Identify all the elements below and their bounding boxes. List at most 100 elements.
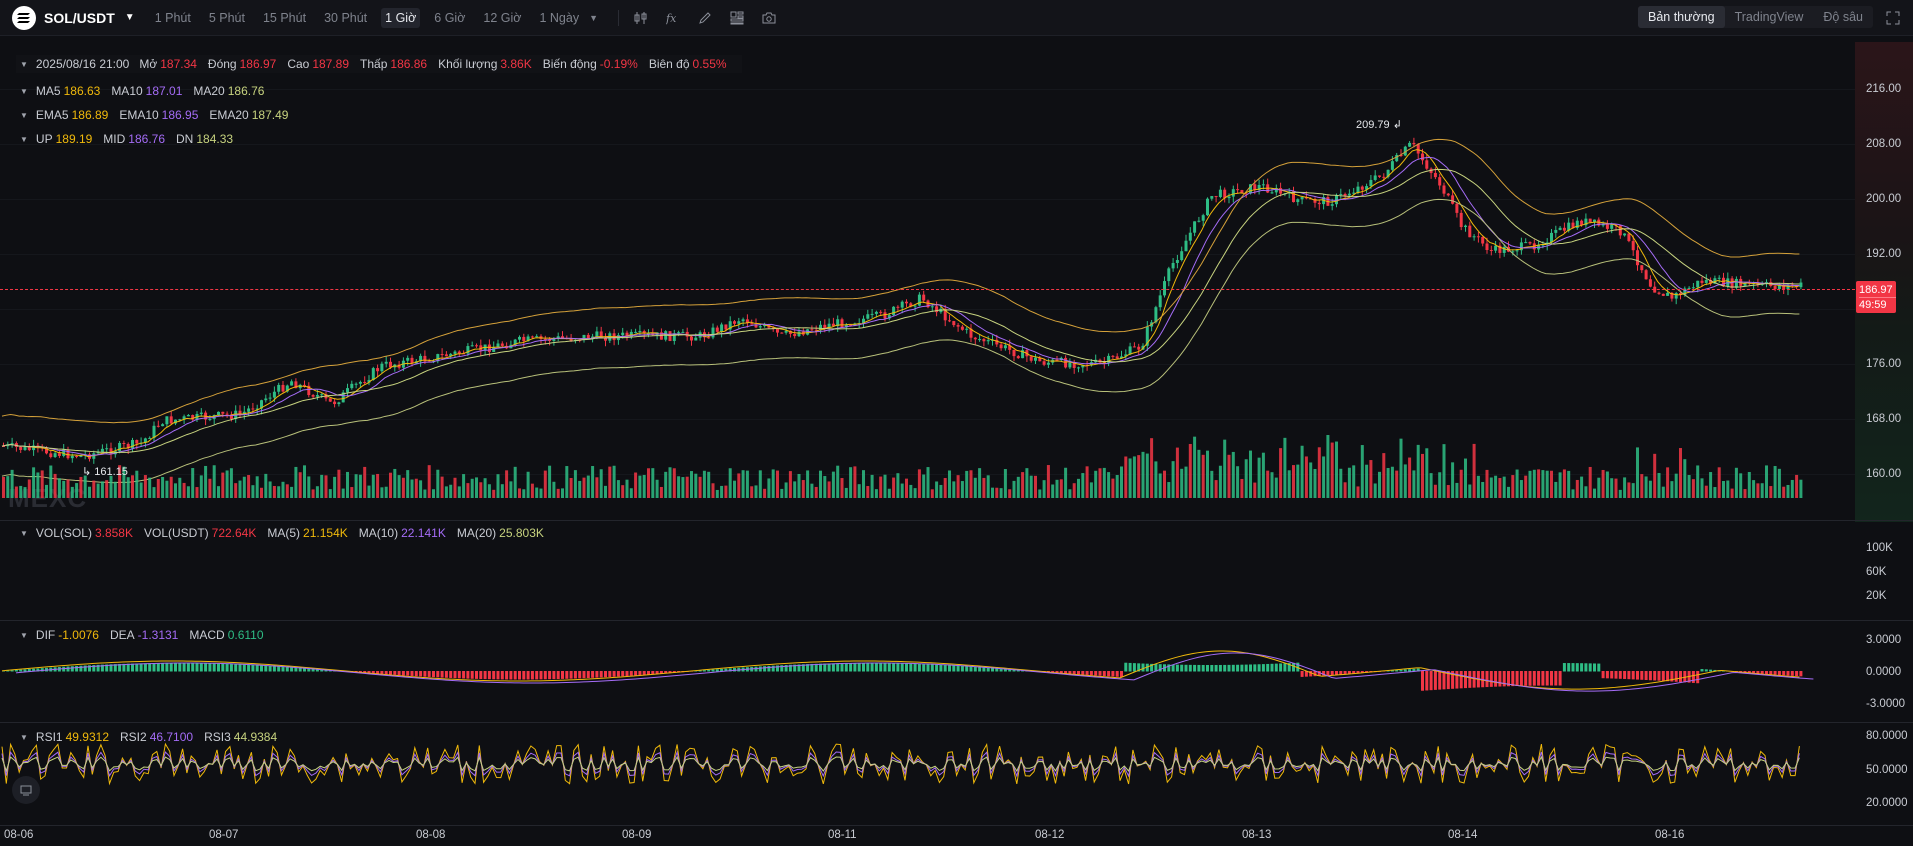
candle-body [1132,346,1136,348]
candle-body [1378,175,1381,177]
view-depth-button[interactable]: Độ sâu [1823,10,1863,24]
macd-bar [423,671,427,677]
volume-bar [655,479,659,498]
candle-body [1580,220,1584,226]
macd-bar [535,671,539,680]
view-standard-button[interactable]: Bản thường [1637,6,1725,28]
fullscreen-icon[interactable] [1885,10,1901,26]
volume-bar [1446,485,1450,498]
rsi1-line [1,742,1800,786]
collapse-icon[interactable]: ▼ [20,732,28,742]
volume-bar [1098,468,1102,498]
toolbar: SOL/USDT ▼ 1 Phút 5 Phút 15 Phút 30 Phút… [0,0,1913,36]
volume-bar [905,478,908,498]
macd-bar [879,663,883,672]
macd-bar [573,671,577,679]
candle-body [728,321,732,330]
macd-bar [457,671,461,679]
volume-bar [823,476,827,498]
volume-bar [1532,469,1536,498]
collapse-icon[interactable]: ▼ [20,134,28,144]
tab-6-hour[interactable]: 6 Giờ [434,10,466,25]
macd-bar [642,671,646,675]
macd-bar [1661,671,1665,681]
tab-15-minute[interactable]: 15 Phút [262,10,307,25]
pane-divider[interactable] [0,722,1913,723]
tab-1-hour[interactable]: 1 Giờ [381,7,421,28]
chart-settings-icon[interactable] [12,776,40,804]
volume-bar [1704,485,1708,498]
volume-bar [135,470,139,498]
tab-1-minute[interactable]: 1 Phút [154,10,191,25]
candle-body [1218,189,1222,198]
pane-divider[interactable] [0,520,1913,521]
volume-bar [475,477,478,498]
tab-1-day[interactable]: 1 Ngày [539,10,580,25]
timeframe-dropdown-icon[interactable]: ▼ [589,12,599,23]
candle-body [849,324,853,326]
candle-body [1128,346,1132,355]
collapse-icon[interactable]: ▼ [20,110,28,120]
volume-bar [1253,482,1257,498]
low-marker-label: ↳ 161.15 [82,466,128,478]
candle-body [1519,242,1523,251]
volume-bar [1244,459,1248,498]
volume-bar [1158,473,1162,498]
volume-bar [247,475,251,498]
candle-body [543,338,547,340]
volume-bar [1227,454,1231,498]
candle-body [1623,233,1627,236]
volume-bar [10,469,14,498]
volume-bar [930,489,934,498]
volume-bar [1670,481,1674,498]
volume-bar [1266,470,1270,498]
collapse-icon[interactable]: ▼ [20,528,28,538]
volume-bar [969,470,973,498]
macd-bar [303,667,306,672]
volume-bar [1094,470,1098,498]
draw-pencil-icon[interactable] [697,10,713,26]
ma5-value: 186.63 [63,84,101,98]
macd-bar [1128,662,1132,672]
macd-bar [616,671,620,677]
macd-bar [40,668,44,672]
layout-grid-icon[interactable] [729,10,745,26]
collapse-icon[interactable]: ▼ [20,59,28,69]
volume-bar [1180,468,1184,498]
pair-name[interactable]: SOL/USDT [44,9,115,26]
camera-icon[interactable] [761,10,777,26]
macd-bar [1201,664,1205,672]
volume-bar [2,476,5,498]
tab-5-minute[interactable]: 5 Phút [208,10,245,25]
candle-body [1713,278,1717,284]
macd-bar [526,671,530,680]
candle-body [1777,285,1781,290]
volume-bar [453,477,457,498]
tab-30-minute[interactable]: 30 Phút [324,10,368,25]
rsi2-line [1,750,1800,778]
indicator-fx-icon[interactable]: fx [665,10,681,26]
volume-bar [143,475,147,498]
macd-bar [1218,664,1222,672]
ma20-value: 186.76 [227,84,265,98]
macd-bar [862,663,865,672]
collapse-icon[interactable]: ▼ [20,86,28,96]
collapse-icon[interactable]: ▼ [20,630,28,640]
candle-body [1558,227,1562,230]
volume-bar [973,477,977,498]
candlestick-chart[interactable] [0,36,1855,826]
candle-body [513,339,517,345]
volume-bar [939,484,943,498]
macd-bar [604,671,607,678]
view-tradingview-button[interactable]: TradingView [1734,10,1804,24]
ema5-label: EMA5 [35,108,69,122]
macd-bar [475,671,478,679]
pane-divider[interactable] [0,620,1913,621]
pair-dropdown-icon[interactable]: ▼ [124,12,135,23]
macd-bar [1167,664,1171,672]
candle-body [311,395,315,397]
boll-up-label: UP [35,132,53,146]
tab-12-hour[interactable]: 12 Giờ [483,10,522,25]
candle-type-icon[interactable] [633,10,649,26]
